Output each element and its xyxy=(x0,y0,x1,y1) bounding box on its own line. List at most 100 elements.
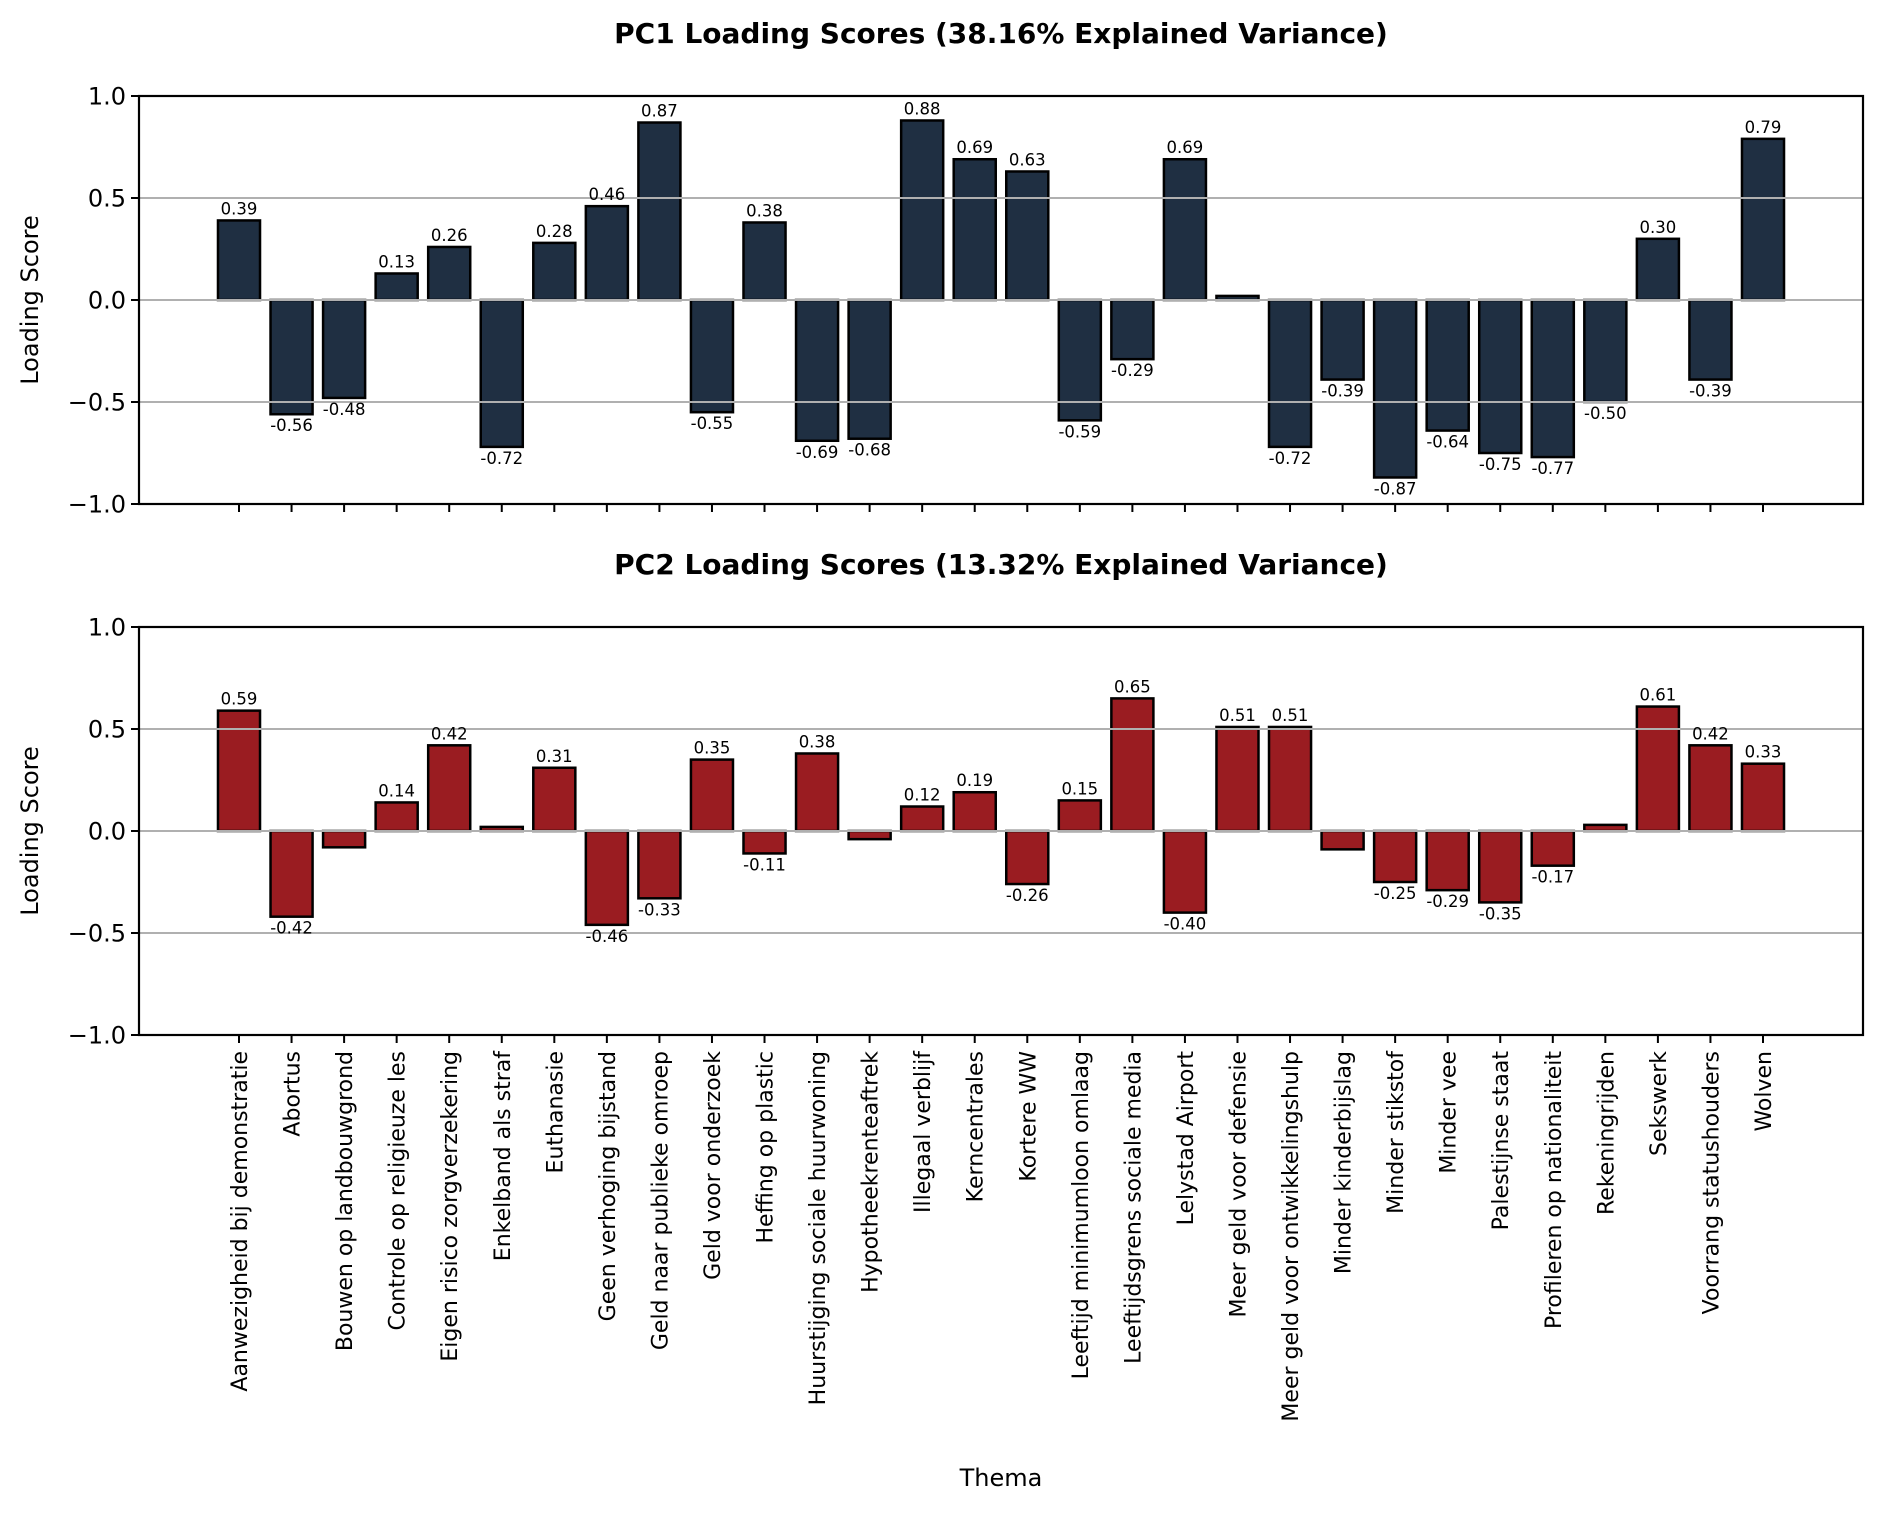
y-tick-label: 0.5 xyxy=(88,716,126,744)
pc1-value-labels: 0.39 -0.56 -0.48 0.13 0.26 -0.72 0.28 0.46 0.87 -… xyxy=(221,99,1782,498)
bar-1-1 xyxy=(216,219,262,302)
bar-1-11 xyxy=(742,221,787,302)
x-tick-label: Profileren op nationaliteit xyxy=(1542,1051,1567,1329)
value-label: -0.72 xyxy=(1269,449,1312,468)
bar-2-29 xyxy=(1688,744,1733,833)
x-tick-label: Heffing op plastic xyxy=(754,1051,779,1244)
y-tick-label: −1.0 xyxy=(68,1022,126,1050)
x-tick-label: Kerncentrales xyxy=(964,1051,989,1202)
x-tick-label: Leeftijdsgrens sociale media xyxy=(1121,1051,1146,1364)
x-tick-label: Meer geld voor ontwikkelingshulp xyxy=(1279,1051,1304,1422)
x-tick-label: Minder kinderbijslag xyxy=(1332,1051,1357,1274)
bar-1-30 xyxy=(1740,137,1786,302)
x-tick-label: Minder stikstof xyxy=(1384,1050,1409,1214)
bar-2-15 xyxy=(952,790,997,833)
value-label: 0.88 xyxy=(904,99,941,118)
value-label: 0.33 xyxy=(1745,743,1782,762)
value-label: -0.39 xyxy=(1321,382,1364,401)
value-label: 0.79 xyxy=(1745,118,1782,137)
value-label: 0.13 xyxy=(378,252,415,271)
value-label: -0.48 xyxy=(323,400,366,419)
bar-1-3 xyxy=(321,298,367,400)
value-label: -0.64 xyxy=(1426,433,1469,452)
x-tick-label: Wolven xyxy=(1752,1051,1777,1132)
bar-1-21 xyxy=(1267,298,1313,449)
bar-1-29 xyxy=(1688,298,1733,381)
bar-2-22 xyxy=(1320,829,1365,851)
value-label: 0.42 xyxy=(431,724,468,743)
bar-2-23 xyxy=(1372,829,1418,884)
pc1-title: PC1 Loading Scores (38.16% Explained Var… xyxy=(614,17,1388,50)
bar-1-28 xyxy=(1635,237,1681,302)
bar-2-26 xyxy=(1530,829,1576,867)
pc2-title: PC2 Loading Scores (13.32% Explained Var… xyxy=(614,548,1388,581)
value-label: 0.12 xyxy=(904,786,941,805)
pc2-y-ticks: 1.0 0.5 0.0 −0.5 −1.0 xyxy=(68,614,139,1050)
pc2-y-axis-label: Loading Score xyxy=(16,746,44,916)
value-label: 0.19 xyxy=(956,771,993,790)
value-label: 0.26 xyxy=(431,226,468,245)
bar-1-25 xyxy=(1477,298,1523,455)
bar-2-24 xyxy=(1425,829,1470,892)
pc1-bars xyxy=(216,119,1786,479)
bar-1-4 xyxy=(374,272,419,302)
bar-2-21 xyxy=(1267,725,1313,833)
pc1-panel: PC1 Loading Scores (38.16% Explained Var… xyxy=(16,17,1865,519)
value-label: -0.11 xyxy=(743,855,786,874)
value-label: 0.65 xyxy=(1114,677,1151,696)
bar-1-19 xyxy=(1162,157,1208,302)
pc1-y-ticks: 1.0 0.5 0.0 −0.5 −1.0 xyxy=(68,83,139,519)
value-label: 0.51 xyxy=(1272,706,1309,725)
x-tick-label: Geld naar publieke omroep xyxy=(648,1051,673,1350)
x-tick-label: Controle op religieuze les xyxy=(386,1051,411,1331)
bar-2-17 xyxy=(1057,799,1103,833)
bar-1-2 xyxy=(269,298,314,416)
bar-1-7 xyxy=(532,241,577,302)
bar-2-2 xyxy=(269,829,314,918)
bar-2-7 xyxy=(532,766,577,833)
value-label: 0.39 xyxy=(221,199,258,218)
bar-2-5 xyxy=(426,744,472,833)
pc2-bars xyxy=(216,697,1786,927)
pc1-x-ticks xyxy=(238,504,1764,512)
bar-1-14 xyxy=(899,119,945,302)
value-label: -0.42 xyxy=(270,919,313,938)
x-tick-labels: Aanwezigheid bij demonstratie Abortus Bouw… xyxy=(228,1050,1777,1422)
y-tick-label: 0.0 xyxy=(88,287,126,315)
pc1-y-axis-label: Loading Score xyxy=(16,215,44,385)
bar-1-6 xyxy=(479,298,525,449)
bar-2-9 xyxy=(637,829,682,900)
x-tick-label: Leeftijd minimumloon omlaag xyxy=(1069,1051,1094,1379)
bar-1-13 xyxy=(847,298,892,440)
bar-1-8 xyxy=(584,204,630,302)
bar-2-3 xyxy=(321,829,367,849)
bar-1-24 xyxy=(1425,298,1470,432)
value-label: 0.61 xyxy=(1640,686,1677,705)
pc2-gridlines xyxy=(139,728,1863,934)
bar-1-23 xyxy=(1372,298,1418,479)
x-tick-label: Hypotheekrenteaftrek xyxy=(859,1051,884,1293)
pc2-x-ticks xyxy=(238,1035,1764,1043)
y-tick-label: 1.0 xyxy=(88,83,126,111)
value-label: -0.59 xyxy=(1058,422,1101,441)
bar-2-19 xyxy=(1162,829,1208,914)
bar-2-14 xyxy=(899,805,945,833)
value-label: 0.87 xyxy=(641,102,678,121)
x-tick-label: Illegaal verblijf xyxy=(911,1050,936,1213)
bar-2-8 xyxy=(584,829,630,927)
x-tick-label: Huurstijging sociale huurwoning xyxy=(806,1051,831,1405)
value-label: -0.33 xyxy=(638,900,681,919)
bar-2-20 xyxy=(1215,725,1260,833)
x-tick-label: Eigen risico zorgverzekering xyxy=(438,1051,463,1362)
value-label: -0.68 xyxy=(848,441,891,460)
x-tick-label: Voorrang statushouders xyxy=(1699,1051,1724,1314)
x-tick-label: Meer geld voor defensie xyxy=(1226,1051,1251,1317)
x-tick-label: Bouwen op landbouwgrond xyxy=(333,1051,358,1351)
value-label: -0.29 xyxy=(1111,361,1154,380)
x-tick-label: Minder vee xyxy=(1437,1051,1462,1174)
bar-1-5 xyxy=(426,245,472,302)
y-tick-label: −0.5 xyxy=(68,389,126,417)
x-tick-label: Sekswerk xyxy=(1647,1051,1672,1156)
pc2-value-labels: 0.59 -0.42 0.14 0.42 0.31 -0.46 -0.33 0.35 -0.11… xyxy=(221,677,1782,945)
